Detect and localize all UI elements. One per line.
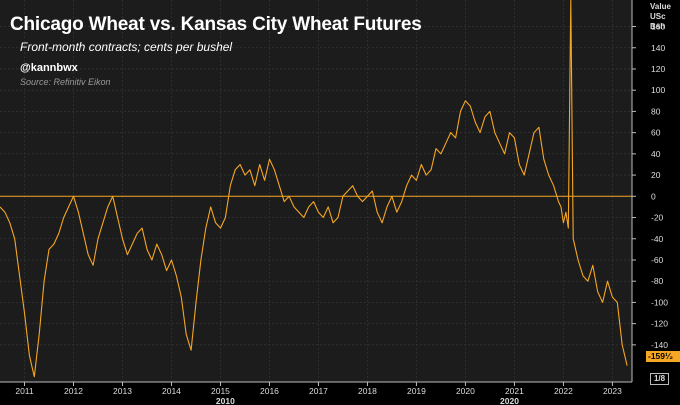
x-tick-label: 2015 <box>211 386 230 396</box>
chart-title: Chicago Wheat vs. Kansas City Wheat Futu… <box>10 14 422 35</box>
x-tick-label: 2017 <box>309 386 328 396</box>
y-tick-label: 60 <box>651 128 661 138</box>
y-axis-header-line: Bsh <box>650 22 666 31</box>
fraction-indicator: 1/8 <box>650 373 669 385</box>
source-note: Source: Refinitiv Eikon <box>20 77 111 87</box>
x-tick-label: 2022 <box>554 386 573 396</box>
x-tick-label: 2011 <box>15 386 34 396</box>
last-value-badge: -159¹⁄₂ <box>646 351 680 362</box>
x-axis-ticks: 2011 2012 2013 2014 2015 2016 2017 2018 2019 2020… <box>15 382 622 405</box>
chart-subtitle: Front-month contracts; cents per bushel <box>20 40 233 54</box>
y-axis-header: Value USc Bsh <box>650 2 671 32</box>
y-axis-header-line: USc <box>650 12 666 21</box>
plot-background <box>0 0 632 382</box>
y-tick-label: -80 <box>651 276 664 286</box>
author-handle: @kannbwx <box>20 62 78 74</box>
y-tick-label: -20 <box>651 213 664 223</box>
x-tick-label: 2021 <box>505 386 524 396</box>
x-tick-label: 2019 <box>407 386 426 396</box>
y-tick-label: 120 <box>651 64 665 74</box>
y-axis-ticks: 160 140 120 100 80 60 40 20 0 -20 -40 -60 -80 -100 -12… <box>632 22 668 350</box>
y-tick-label: 40 <box>651 149 661 159</box>
y-tick-label: -120 <box>651 319 668 329</box>
x-tick-label: 2018 <box>358 386 377 396</box>
x-tick-label: 2023 <box>603 386 622 396</box>
y-tick-label: 80 <box>651 106 661 116</box>
y-tick-label: 160 <box>651 22 665 32</box>
y-tick-label: -140 <box>651 340 668 350</box>
y-axis-header-line: Value <box>650 2 671 11</box>
y-tick-label: 20 <box>651 170 661 180</box>
x-tick-label: 2020 <box>456 386 475 396</box>
y-tick-label: 0 <box>651 191 656 201</box>
x-tick-label: 2013 <box>113 386 132 396</box>
y-tick-label: 100 <box>651 85 665 95</box>
x-major-label: 2010 <box>216 396 235 405</box>
y-tick-label: -40 <box>651 234 664 244</box>
x-major-label: 2020 <box>500 396 519 405</box>
x-tick-label: 2014 <box>162 386 181 396</box>
y-tick-label: -60 <box>651 255 664 265</box>
y-tick-label: -100 <box>651 297 668 307</box>
y-tick-label: 140 <box>651 43 665 53</box>
series-line <box>0 0 628 378</box>
x-tick-label: 2012 <box>64 386 83 396</box>
x-tick-label: 2016 <box>260 386 279 396</box>
